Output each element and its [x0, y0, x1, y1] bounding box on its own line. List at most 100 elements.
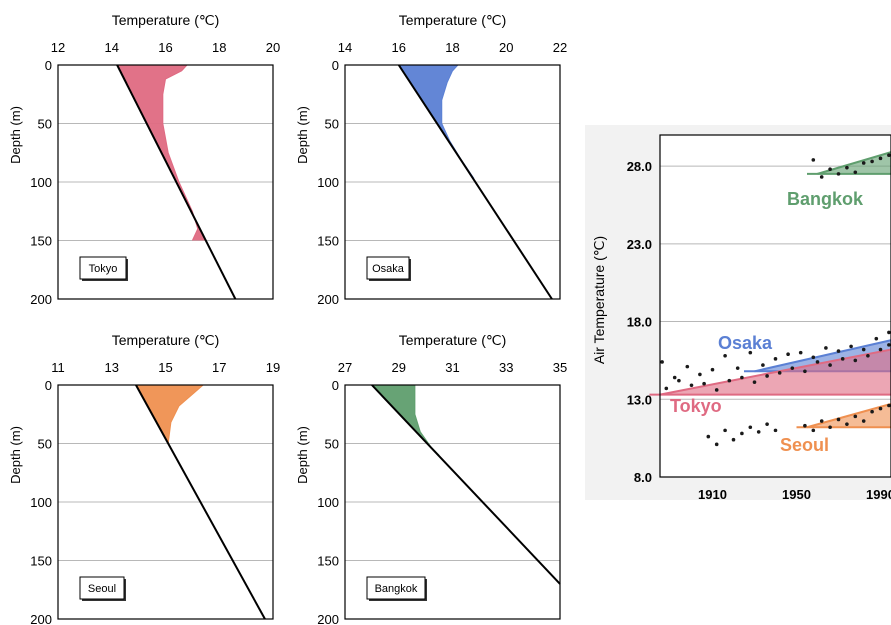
data-point	[777, 371, 782, 375]
x-tick-label: 14	[105, 40, 119, 55]
y-tick-label: 100	[30, 175, 52, 190]
data-point	[752, 380, 757, 384]
data-point	[714, 388, 719, 392]
data-point	[790, 366, 795, 370]
x-tick-label: 16	[392, 40, 406, 55]
profile-panel-osaka: Temperature (℃) 14 16 18 20 22 Depth (m) 0 50 100…	[295, 12, 567, 307]
data-point	[836, 172, 841, 176]
data-point	[836, 417, 841, 422]
y-tick-label: 18.0	[627, 315, 652, 330]
city-label-box	[366, 576, 426, 600]
city-label: Tokyo	[89, 263, 118, 275]
x-tick-label: 17	[212, 360, 226, 375]
data-point	[685, 364, 690, 369]
data-point	[740, 375, 744, 380]
data-point	[887, 403, 891, 408]
data-point	[878, 347, 883, 352]
data-point	[861, 347, 866, 352]
y-tick-label: 100	[317, 175, 339, 190]
warming-area	[135, 385, 204, 444]
x-tick-label: 14	[338, 40, 352, 55]
data-point	[765, 422, 769, 426]
data-point	[677, 378, 681, 383]
data-point	[811, 428, 816, 433]
data-point	[887, 330, 891, 335]
data-point	[740, 431, 744, 436]
data-point	[798, 350, 803, 355]
y-tick-label: 0	[45, 58, 52, 73]
y-tick-label: 150	[30, 554, 52, 569]
reference-gradient-line	[135, 384, 266, 620]
data-point	[887, 153, 891, 158]
data-point	[689, 383, 694, 388]
data-point	[803, 423, 807, 428]
data-point	[853, 358, 858, 363]
data-point	[672, 375, 677, 380]
x-tick-label: 1910	[698, 487, 727, 502]
data-point	[773, 428, 778, 433]
y-tick-label: 50	[325, 117, 339, 132]
y-axis-label: Depth (m)	[8, 106, 23, 164]
data-point	[761, 363, 765, 367]
series-tokyo: Tokyo	[649, 343, 891, 416]
profile-panel-seoul: Temperature (℃) 11 13 15 17 19 Depth (m) 0 50 100…	[8, 332, 280, 625]
data-point	[870, 409, 874, 414]
air-temperature-panel: 8.0 13.0 18.0 23.0 28.0 1910 1950 1990 Air Tempe…	[585, 125, 891, 502]
data-point	[748, 350, 753, 355]
data-point	[861, 419, 866, 423]
y-tick-label: 200	[317, 612, 339, 625]
data-point	[836, 349, 841, 353]
series-label: Tokyo	[670, 396, 722, 416]
data-point	[714, 442, 719, 447]
y-tick-label: 150	[30, 234, 52, 249]
series-label: Seoul	[780, 435, 829, 455]
y-tick-label: 50	[325, 437, 339, 452]
trend-line	[754, 339, 891, 373]
x-tick-label: 16	[158, 40, 172, 55]
city-label-box	[79, 256, 127, 280]
data-point	[853, 170, 858, 175]
trend-line	[806, 402, 891, 429]
x-tick-label: 27	[338, 360, 352, 375]
reference-gradient-line	[371, 384, 561, 585]
y-tick-label: 23.0	[627, 237, 652, 252]
x-axis-label: Temperature (℃)	[399, 12, 507, 28]
data-point	[878, 156, 883, 161]
data-point	[756, 430, 761, 434]
data-point	[819, 175, 824, 179]
data-point	[664, 386, 669, 391]
y-tick-label: 200	[30, 292, 52, 307]
y-axis-label: Air Temperature (℃)	[591, 236, 607, 364]
panel-frame	[57, 64, 274, 300]
measured-profile-line	[167, 384, 204, 444]
series-label: Osaka	[718, 333, 773, 353]
data-point	[845, 422, 849, 426]
x-tick-label: 22	[553, 40, 567, 55]
data-point	[702, 381, 706, 386]
trend-line	[659, 348, 891, 396]
y-tick-label: 100	[30, 495, 52, 510]
y-tick-label: 13.0	[627, 392, 652, 407]
x-tick-label: 33	[499, 360, 513, 375]
data-point	[811, 158, 816, 162]
city-label: Osaka	[372, 263, 405, 275]
data-point	[698, 372, 702, 377]
x-tick-label: 12	[51, 40, 65, 55]
x-tick-label: 13	[105, 360, 119, 375]
y-axis-label: Depth (m)	[295, 106, 310, 164]
profile-panel-tokyo: Temperature (℃) 12 14 16 18 20 Depth (m) 0 50 100…	[8, 12, 280, 307]
y-axis-label: Depth (m)	[8, 426, 23, 484]
y-tick-label: 50	[38, 117, 52, 132]
data-point	[853, 414, 858, 419]
x-axis-label: Temperature (℃)	[399, 332, 507, 348]
x-tick-label: 31	[445, 360, 459, 375]
data-point	[723, 428, 727, 433]
x-tick-label: 15	[158, 360, 172, 375]
x-tick-label: 29	[392, 360, 406, 375]
city-label-box	[366, 256, 410, 280]
data-point	[828, 363, 832, 367]
data-point	[819, 419, 824, 423]
data-point	[786, 352, 790, 356]
panel-frame	[344, 64, 561, 300]
x-tick-label: 11	[51, 360, 65, 375]
